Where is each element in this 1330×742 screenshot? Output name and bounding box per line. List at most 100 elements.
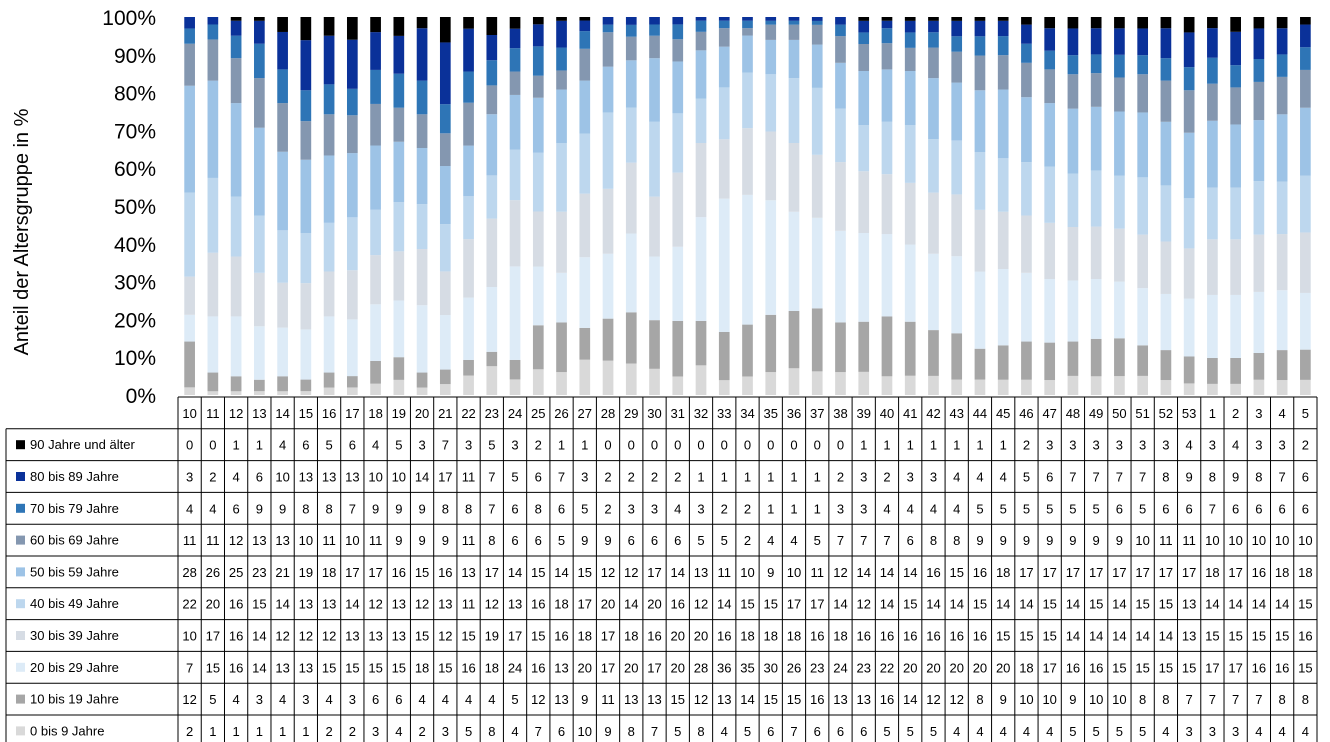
data-label: 15 (415, 629, 429, 644)
data-label: 17 (1066, 565, 1080, 580)
data-label: 12 (694, 692, 708, 707)
data-label: 1 (256, 438, 263, 453)
bar-segment (277, 103, 288, 152)
data-label: 4 (1000, 470, 1007, 485)
y-tick-label: 100% (102, 7, 156, 30)
data-label: 7 (860, 533, 867, 548)
bar-segment (486, 114, 498, 176)
bar-segment (765, 74, 777, 132)
bar-segment (1183, 198, 1195, 249)
bar-segment (858, 44, 870, 71)
bar-segment (439, 166, 451, 225)
bar-segment (184, 17, 195, 29)
bar-segment (951, 194, 963, 257)
x-tick-label: 27 (578, 406, 592, 421)
bar-segment (1230, 65, 1241, 88)
data-label: 11 (1159, 533, 1173, 548)
bar-segment (835, 17, 846, 25)
data-label: 12 (624, 565, 638, 580)
data-label: 15 (1205, 629, 1219, 644)
bar-segment (881, 174, 893, 235)
bar-segment (672, 113, 684, 173)
data-label: 3 (442, 724, 449, 739)
data-label: 3 (1069, 438, 1076, 453)
x-tick-label: 49 (1089, 406, 1103, 421)
data-label: 5 (1116, 724, 1123, 739)
data-label: 2 (837, 470, 844, 485)
bar-segment (1021, 162, 1032, 216)
bar-segment (974, 348, 986, 380)
data-label: 15 (531, 565, 545, 580)
data-label: 4 (790, 533, 797, 548)
data-label: 15 (1135, 597, 1149, 612)
data-label: 4 (1232, 438, 1239, 453)
bar-segment (532, 17, 544, 25)
y-tick-label: 70% (114, 120, 156, 143)
bar-segment (1276, 234, 1288, 291)
bar-segment (416, 204, 428, 250)
bar-segment (672, 24, 684, 40)
legend-swatch (16, 694, 25, 704)
bar-segment (254, 43, 265, 79)
bar-segment (277, 282, 288, 328)
data-label: 14 (1205, 597, 1219, 612)
y-tick-label: 80% (114, 83, 156, 106)
bar-segment (1160, 17, 1172, 29)
bar-segment (1276, 76, 1288, 115)
x-tick-label: 34 (740, 406, 754, 421)
data-label: 1 (953, 438, 960, 453)
data-label: 1 (302, 724, 309, 739)
data-label: 4 (953, 501, 960, 516)
data-label: 16 (1066, 660, 1080, 675)
data-label: 14 (1112, 597, 1126, 612)
bar-segment (904, 47, 916, 71)
bar-segment (486, 366, 498, 395)
bar-segment (579, 133, 591, 194)
data-label: 3 (186, 470, 193, 485)
data-label: 0 (209, 438, 216, 453)
bar-segment (1067, 17, 1079, 29)
bar-segment (486, 287, 498, 352)
bar-segment (230, 17, 242, 21)
data-label: 7 (1255, 692, 1262, 707)
bar-segment (1044, 380, 1056, 395)
data-label: 15 (531, 629, 545, 644)
bar-segment (1137, 28, 1149, 56)
data-label: 10 (1228, 533, 1242, 548)
bar-segment (1044, 166, 1056, 223)
data-label: 16 (903, 629, 917, 644)
data-label: 11 (1182, 533, 1196, 548)
bar-segment (323, 84, 335, 115)
data-label: 26 (787, 660, 801, 675)
data-label: 20 (671, 660, 685, 675)
bar-segment (997, 89, 1009, 159)
bar-segment (1090, 278, 1102, 339)
data-label: 3 (465, 438, 472, 453)
bar-segment (974, 152, 986, 210)
data-label: 18 (1205, 565, 1219, 580)
data-label: 9 (581, 692, 588, 707)
y-tick-label: 0% (126, 385, 156, 408)
bar-segment (207, 80, 219, 178)
bar-segment (811, 20, 823, 25)
bar-segment (997, 158, 1009, 212)
data-label: 17 (345, 565, 359, 580)
bar-segment (881, 43, 893, 70)
bar-segment (393, 17, 405, 36)
bar-segment (532, 211, 544, 267)
data-label: 17 (1205, 660, 1219, 675)
data-label: 12 (531, 692, 545, 707)
bar-segment (509, 359, 521, 380)
bar-segment (1160, 185, 1172, 242)
data-label: 18 (996, 565, 1010, 580)
bar-segment (765, 314, 777, 373)
data-label: 5 (511, 692, 518, 707)
bar-segment (765, 39, 777, 75)
bar-segment (649, 196, 660, 257)
bar-segment (300, 40, 312, 91)
data-label: 1 (907, 438, 914, 453)
data-label: 18 (764, 629, 778, 644)
bar-segment (1021, 43, 1032, 63)
data-label: 14 (1135, 629, 1149, 644)
